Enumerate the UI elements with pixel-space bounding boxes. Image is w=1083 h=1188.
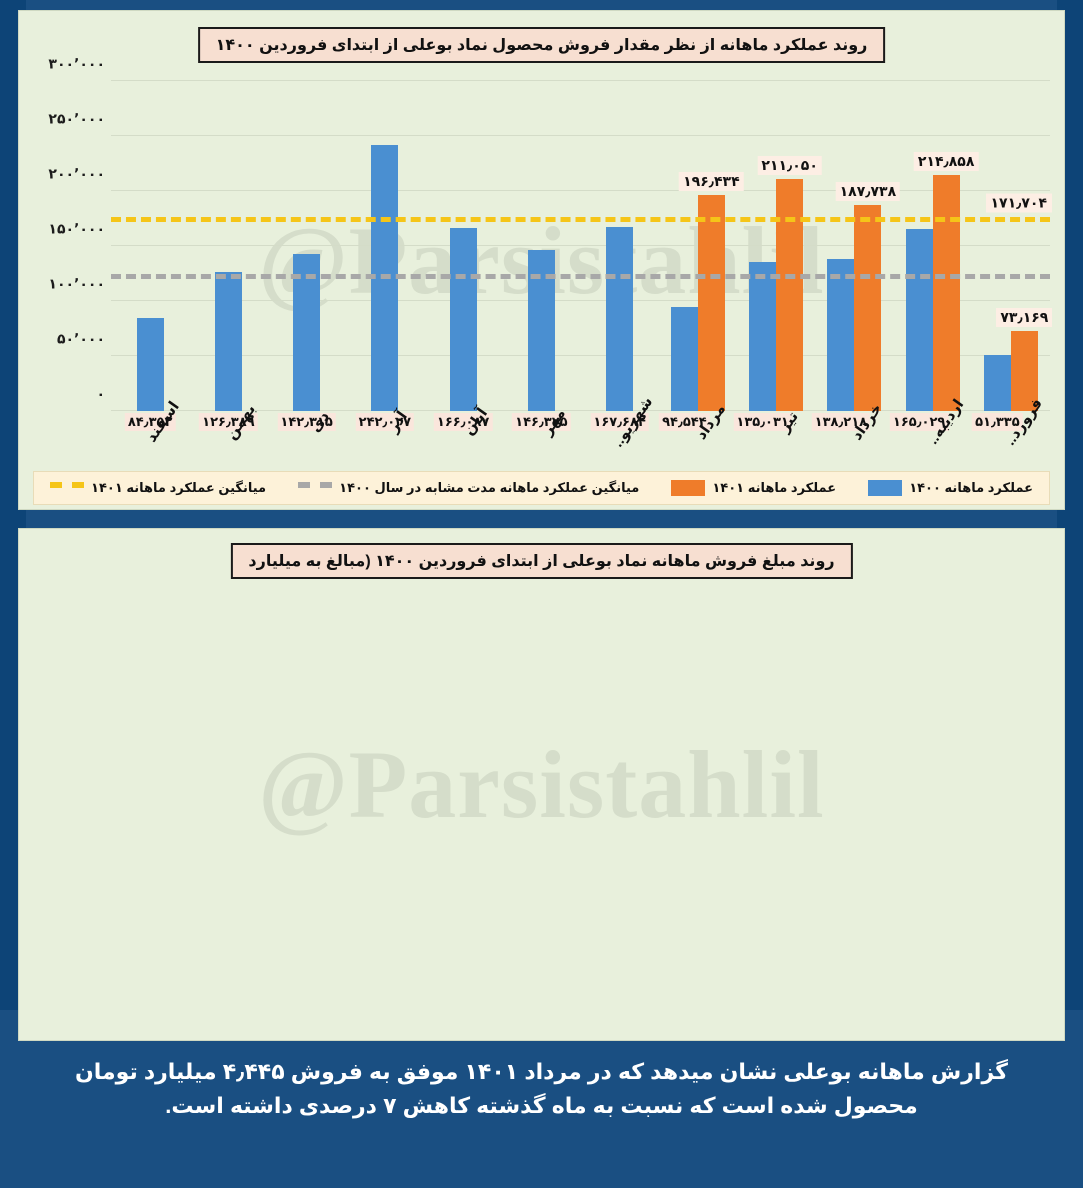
bar-1401[interactable]: ۲۱۴٫۸۵۸ (913, 151, 979, 411)
bar-value-label-1400: ۱۶۵٫۰۲۹ (889, 413, 949, 431)
bar-value-label-1400: ۹۴٫۵۴۴ (659, 413, 710, 431)
bar-1401[interactable]: ۲۱۱٫۰۵۰ (757, 155, 822, 411)
y-tick-label: ۲۵۰٬۰۰۰ (48, 110, 105, 127)
bar-1400[interactable]: ۱۶۵٫۰۲۹ (889, 229, 949, 431)
legend-item[interactable]: عملکرد ماهانه ۱۴۰۰ (868, 480, 1033, 496)
legend-swatch-orange (671, 480, 706, 496)
y-tick-label: ۳۰۰٬۰۰۰ (48, 55, 105, 72)
chart1-plot-area: ۱۷۱٫۷۰۴ ۷۳٫۱۶۹ ۵۱٫۳۳۵ ۲۱۴٫۸۵۸ ۱۶۵٫۰۲۹ ۱۸۷٫۷۳۸… (111, 80, 1053, 431)
legend-label: عملکرد ماهانه ۱۴۰۱ (712, 480, 837, 495)
gridline (111, 190, 1050, 191)
bar-value-label-1400: ۱۴۲٫۳۱۵ (277, 413, 336, 431)
bar-group: ۷۳٫۱۶۹ ۵۱٫۳۳۵ (972, 81, 1053, 431)
gridline (111, 245, 1050, 246)
bar-1400[interactable]: ۱۲۶٫۳۸۹ (199, 271, 258, 431)
bar-value-label-1400: ۱۳۸٫۲۱۸ (811, 413, 871, 431)
legend-item[interactable]: میانگین عملکرد ماهانه مدت مشابه در سال ۱… (298, 480, 639, 496)
bar-value-label-1400: ۱۲۶٫۳۸۹ (199, 413, 258, 431)
gridline (111, 135, 1050, 136)
y-tick-label: ۱۵۰٬۰۰۰ (48, 220, 105, 237)
bar-value-label-1401: ۷۳٫۱۶۹ (996, 307, 1053, 327)
chart2-title: روند مبلغ فروش ماهانه نماد بوعلی از ابتد… (230, 543, 853, 579)
gridline (111, 410, 1050, 411)
bar-group: ۲۱۱٫۰۵۰ ۱۳۵٫۰۳۱ (733, 81, 822, 431)
bar-value-label-1401: ۱۹۶٫۴۳۴ (679, 171, 744, 191)
chart1-title: روند عملکرد ماهانه از نظر مقدار فروش محص… (197, 27, 886, 63)
y-tick-label: ۵۰٬۰۰۰ (56, 330, 105, 347)
bar-group: ۲۴۲٫۰۲۷ (346, 81, 424, 431)
bar-1401[interactable]: ۱۹۶٫۴۳۴ (679, 171, 744, 411)
legend-item[interactable]: عملکرد ماهانه ۱۴۰۱ (671, 480, 836, 496)
bar-value-label-1400: ۱۶۶٫۰۸۷ (433, 413, 493, 431)
bar-group: ۲۱۴٫۸۵۸ ۱۶۵٫۰۲۹ (889, 81, 979, 431)
bar-1400[interactable]: ۱۶۷٫۶۸۴ (590, 226, 649, 431)
legend-swatch-gray (298, 481, 333, 495)
bar-group: ۱۲۶٫۳۸۹ (189, 81, 267, 431)
bar-value-label-1400: ۵۱٫۳۳۵ (972, 413, 1023, 431)
chart1-y-axis: ۰ ۵۰٬۰۰۰ ۱۰۰٬۰۰۰ ۱۵۰٬۰۰۰ ۲۰۰٬۰۰۰ ۲۵۰٬۰۰۰ ۳۰۰٬۰… (27, 56, 105, 411)
gridline (111, 80, 1050, 81)
summary-caption: گزارش ماهانه بوعلی نشان میدهد که در مردا… (75, 1059, 1008, 1119)
gridline (111, 355, 1050, 356)
legend-item[interactable]: میانگین عملکرد ماهانه ۱۴۰۱ (50, 480, 266, 496)
chart1-legend: میانگین عملکرد ماهانه ۱۴۰۱ میانگین عملکرد… (33, 471, 1050, 505)
bar-value-label-1400: ۱۳۵٫۰۳۱ (733, 413, 792, 431)
bar-1400[interactable]: ۱۳۸٫۲۱۸ (811, 258, 871, 431)
average-line-1400 (111, 274, 1050, 279)
bar-value-label-1401: ۱۸۷٫۷۳۸ (835, 181, 901, 201)
legend-label: میانگین عملکرد ماهانه ۱۴۰۱ (91, 480, 267, 495)
bar-1400[interactable]: ۱۶۶٫۰۸۷ (433, 228, 493, 431)
bar-1400[interactable]: ۱۳۵٫۰۳۱ (733, 262, 792, 431)
bar-group: ۱۴۶٫۳۷۵ (502, 81, 580, 431)
bar-value-label-1400: ۱۶۷٫۶۸۴ (590, 413, 649, 431)
chart-card-quantity: @Parsistahlil روند عملکرد ماهانه از نظر … (18, 10, 1065, 510)
bar-group: ۱۸۷٫۷۳۸ ۱۳۸٫۲۱۸ (811, 81, 901, 431)
bar-group: ۱۶۶٫۰۸۷ (424, 81, 502, 431)
y-tick-label: ۱۰۰٬۰۰۰ (48, 275, 105, 292)
chart1-x-axis: فرورد.. اردیبه.. خرداد تیر مرداد شهریو.. مهر آب… (111, 394, 1050, 475)
bar-group: ۱۶۷٫۶۸۴ (581, 81, 659, 431)
bar-group: ۱۹۶٫۴۳۴ ۹۴٫۵۴۴ (659, 81, 744, 431)
bar-value-label-1400: ۱۴۶٫۳۷۵ (512, 413, 571, 431)
bar-group: ۱۴۲٫۳۱۵ (268, 81, 346, 431)
bar-1401[interactable]: ۷۳٫۱۶۹ (996, 307, 1053, 411)
bar-value-label-1400: ۲۴۲٫۰۲۷ (355, 413, 415, 431)
bar-value-label-1401: ۲۱۴٫۸۵۸ (913, 151, 979, 171)
bar-1400[interactable]: ۵۱٫۳۳۵ (972, 354, 1023, 431)
bar-1400[interactable]: ۹۴٫۵۴۴ (659, 307, 710, 431)
chart-card-revenue: @Parsistahlil روند مبلغ فروش ماهانه نماد… (18, 528, 1065, 1041)
average-line-1401 (111, 217, 1050, 223)
bar-value-label-1400: ۸۴٫۳۵۲ (124, 413, 176, 431)
legend-label: میانگین عملکرد ماهانه مدت مشابه در سال ۱… (339, 480, 640, 495)
bar-1400[interactable]: ۱۴۲٫۳۱۵ (277, 254, 336, 431)
legend-label: عملکرد ماهانه ۱۴۰۰ (909, 480, 1033, 495)
bar-1401[interactable]: ۱۸۷٫۷۳۸ (835, 181, 901, 411)
legend-swatch-yellow (50, 481, 85, 495)
bar-value-label-1401: ۲۱۱٫۰۵۰ (757, 155, 822, 175)
bar-group-container: ۷۳٫۱۶۹ ۵۱٫۳۳۵ ۲۱۴٫۸۵۸ ۱۶۵٫۰۲۹ ۱۸۷٫۷۳۸ ۱۳۸٫۲۱۸… (111, 81, 1053, 431)
average-line-label: ۱۷۱٫۷۰۴ (985, 193, 1052, 213)
legend-swatch-blue (868, 480, 903, 496)
y-tick-label: ۲۰۰٬۰۰۰ (48, 165, 105, 182)
bar-1400[interactable]: ۸۴٫۳۵۲ (124, 318, 176, 431)
watermark: @Parsistahlil (258, 731, 825, 838)
bar-group: ۸۴٫۳۵۲ (111, 81, 189, 431)
gridline (111, 300, 1050, 301)
y-tick-label: ۰ (96, 385, 105, 402)
